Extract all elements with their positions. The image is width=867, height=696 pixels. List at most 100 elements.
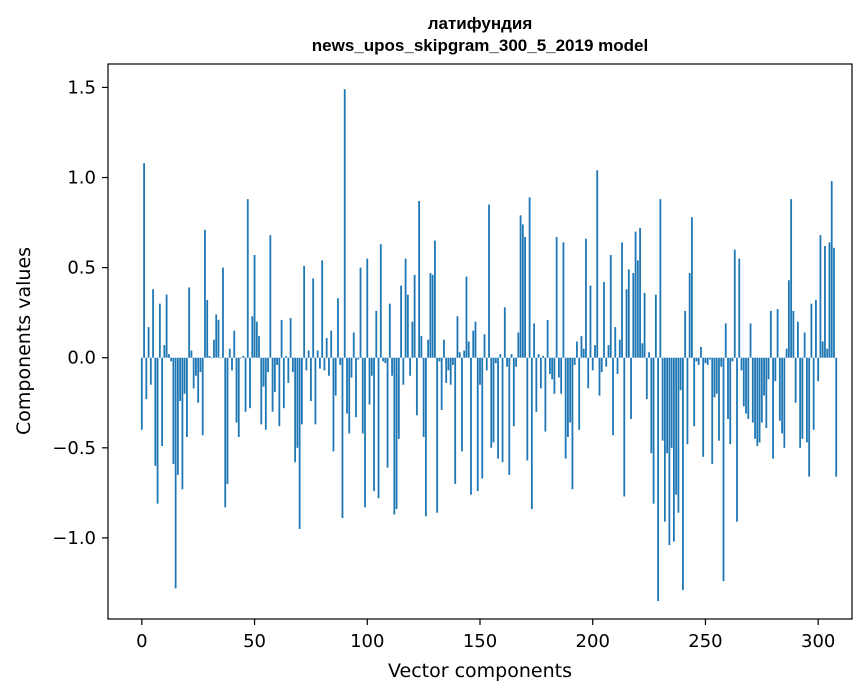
- bar: [330, 330, 333, 358]
- bar: [314, 357, 317, 425]
- bar: [233, 330, 236, 358]
- bar: [237, 357, 240, 438]
- bar: [544, 357, 547, 432]
- bar: [501, 357, 504, 463]
- bar: [397, 357, 400, 439]
- bar: [458, 352, 461, 358]
- bar: [167, 354, 170, 358]
- bar: [686, 357, 689, 445]
- y-tick-label: 1.5: [67, 77, 96, 98]
- bar: [140, 357, 143, 430]
- bar: [530, 357, 533, 510]
- bar: [479, 357, 481, 385]
- bar: [720, 357, 723, 367]
- bar: [307, 350, 310, 358]
- bar: [147, 327, 150, 358]
- bar: [724, 323, 727, 358]
- bar: [278, 357, 281, 427]
- bar: [382, 357, 384, 362]
- bar: [404, 258, 407, 358]
- bar: [434, 240, 436, 358]
- bar: [264, 357, 267, 430]
- bar: [641, 343, 644, 358]
- bar: [706, 357, 709, 365]
- bar: [452, 357, 454, 365]
- bar: [745, 357, 747, 414]
- bar: [693, 357, 696, 427]
- bar: [343, 89, 346, 358]
- bar: [424, 357, 427, 517]
- bar: [632, 273, 635, 358]
- bar: [749, 323, 752, 358]
- bar: [174, 357, 177, 589]
- bar: [555, 236, 558, 358]
- bar: [418, 200, 421, 358]
- y-tick-label: 0.0: [67, 348, 96, 369]
- bar: [731, 357, 734, 362]
- bar: [787, 280, 790, 358]
- bar: [210, 357, 213, 359]
- bar: [767, 357, 770, 380]
- bar: [303, 265, 306, 358]
- bar: [603, 282, 605, 358]
- bar: [794, 357, 797, 403]
- bar: [591, 357, 594, 371]
- bar: [409, 357, 412, 376]
- bar: [165, 294, 168, 358]
- bar: [215, 314, 218, 358]
- bar: [727, 357, 729, 419]
- bar: [718, 357, 720, 441]
- bar: [373, 357, 375, 492]
- bar: [422, 357, 425, 438]
- bar: [562, 242, 565, 358]
- bar: [551, 357, 554, 380]
- bar: [158, 303, 161, 358]
- bar: [217, 319, 220, 358]
- bar: [612, 357, 614, 436]
- bar: [510, 354, 513, 358]
- bar: [152, 289, 154, 358]
- bar: [465, 276, 468, 358]
- bar: [355, 357, 357, 418]
- bar: [461, 357, 463, 452]
- y-axis-label: Components values: [13, 247, 35, 435]
- bar: [240, 357, 242, 359]
- bar: [258, 336, 260, 358]
- bar: [774, 357, 777, 382]
- bar: [576, 341, 578, 358]
- bar: [833, 247, 835, 358]
- bar: [571, 357, 574, 490]
- bar: [733, 249, 736, 358]
- bar: [587, 357, 590, 389]
- bar: [260, 357, 263, 425]
- bar: [765, 357, 768, 428]
- bar: [420, 336, 423, 358]
- bar: [208, 355, 211, 358]
- bar: [291, 357, 294, 373]
- bar: [819, 235, 822, 358]
- bar: [445, 357, 448, 383]
- bar: [499, 354, 502, 358]
- bar: [391, 357, 393, 376]
- bar: [463, 350, 466, 358]
- bar: [488, 204, 490, 358]
- bar: [341, 357, 344, 519]
- bar: [323, 357, 326, 371]
- bar: [803, 332, 806, 358]
- bar: [573, 357, 576, 365]
- bar: [188, 287, 191, 358]
- bar: [553, 357, 556, 394]
- bar: [560, 357, 563, 394]
- bar: [181, 357, 184, 490]
- bar: [736, 357, 738, 522]
- bar: [192, 357, 195, 389]
- bar: [190, 350, 193, 358]
- bar: [672, 357, 675, 542]
- bar: [206, 300, 209, 358]
- bar: [715, 357, 718, 394]
- bar: [415, 357, 418, 416]
- bar: [219, 357, 222, 359]
- bar: [700, 346, 702, 358]
- bar: [172, 357, 175, 465]
